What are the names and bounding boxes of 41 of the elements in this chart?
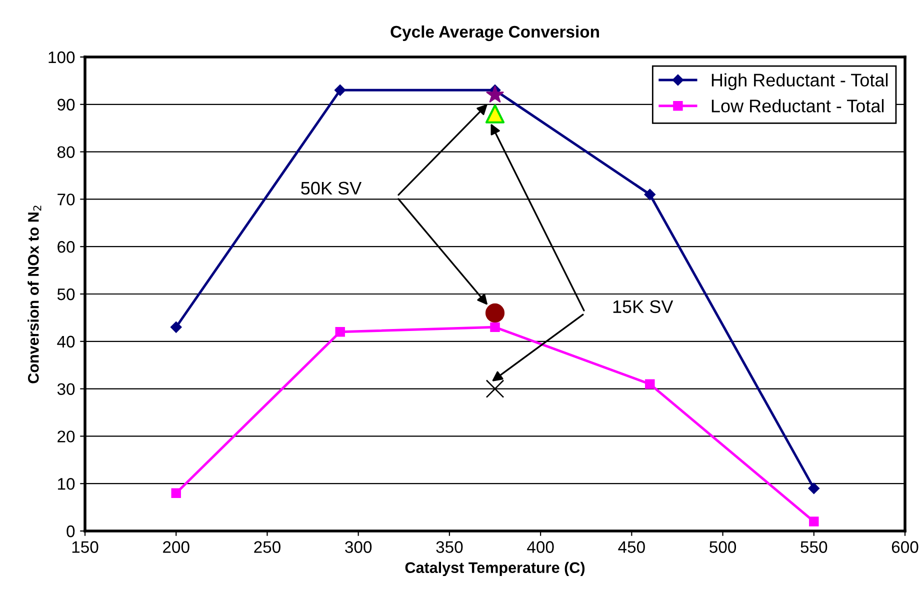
legend-label: High Reductant - Total — [712, 73, 888, 90]
y-tick-label: 20 — [58, 430, 75, 442]
annotation: 50K SV — [301, 182, 362, 195]
y-axis-title: Conversion of NOx to N$_{2}$ — [28, 206, 42, 384]
point — [170, 322, 182, 333]
point — [645, 379, 655, 389]
chart-title: Cycle Average Conversion — [390, 25, 599, 42]
x-tick-label: 400 — [527, 541, 554, 553]
x-tick-label: 250 — [254, 541, 280, 553]
point — [335, 327, 345, 337]
y-tick-label: 80 — [57, 146, 75, 158]
point — [334, 84, 346, 96]
legend-label: Low Reductant - Total — [712, 99, 884, 112]
y-tick-label: 100 — [48, 51, 75, 64]
x-tick-label: 450 — [618, 541, 645, 553]
x-tick-label: 500 — [710, 541, 736, 553]
point — [809, 516, 819, 526]
point — [486, 86, 504, 102]
point — [808, 482, 820, 494]
point — [644, 188, 656, 200]
y-tick-label: 30 — [57, 383, 75, 396]
annotation: 15K SV — [613, 300, 674, 314]
point — [171, 488, 181, 498]
x-tick-label: 550 — [800, 541, 828, 553]
point — [485, 104, 505, 124]
x-tick-label: 300 — [345, 541, 372, 553]
y-tick-label: 70 — [58, 194, 75, 206]
y-tick-label: 60 — [58, 241, 75, 253]
y-tick-label: 10 — [58, 478, 75, 490]
x-axis-title: Catalyst Temperature (C) — [405, 562, 585, 576]
x-tick-label: 350 — [436, 541, 463, 553]
x-tick-label: 150 — [72, 541, 98, 553]
point — [486, 380, 504, 398]
y-tick-label: 40 — [57, 336, 75, 348]
point — [490, 322, 500, 332]
x-tick-label: 200 — [163, 541, 190, 553]
point — [485, 303, 505, 323]
y-tick-label: 0 — [66, 525, 75, 538]
x-tick-label: 600 — [892, 541, 918, 553]
y-tick-label: 50 — [57, 288, 75, 300]
y-tick-label: 90 — [58, 98, 75, 111]
